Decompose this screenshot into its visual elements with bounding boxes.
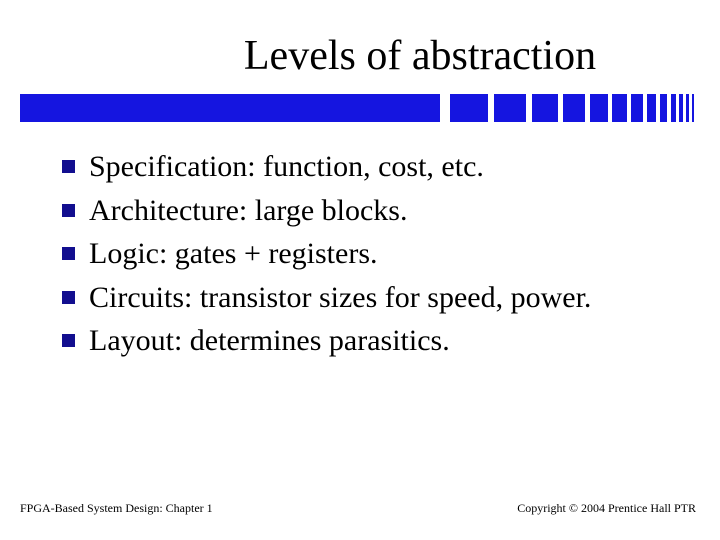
bullet-square-icon [62, 247, 75, 260]
footer-right: Copyright © 2004 Prentice Hall PTR [517, 501, 696, 516]
list-item: Logic: gates + registers. [62, 235, 682, 273]
list-item: Architecture: large blocks. [62, 192, 682, 230]
bullet-text: Logic: gates + registers. [89, 235, 378, 273]
bullet-square-icon [62, 334, 75, 347]
divider-block [450, 94, 488, 122]
slide: Levels of abstraction Specification: fun… [0, 0, 720, 540]
bullet-text: Architecture: large blocks. [89, 192, 408, 230]
bullet-list: Specification: function, cost, etc. Archi… [62, 148, 682, 366]
divider-block [20, 94, 440, 122]
divider-block [494, 94, 526, 122]
divider-block [631, 94, 643, 122]
divider-block [532, 94, 558, 122]
divider-block [612, 94, 627, 122]
divider-block [590, 94, 608, 122]
bullet-text: Circuits: transistor sizes for speed, po… [89, 279, 591, 317]
list-item: Specification: function, cost, etc. [62, 148, 682, 186]
list-item: Circuits: transistor sizes for speed, po… [62, 279, 682, 317]
bullet-square-icon [62, 204, 75, 217]
bullet-text: Layout: determines parasitics. [89, 322, 450, 360]
bullet-square-icon [62, 291, 75, 304]
footer-left: FPGA-Based System Design: Chapter 1 [20, 501, 213, 516]
bullet-square-icon [62, 160, 75, 173]
divider-block [660, 94, 667, 122]
divider-block [563, 94, 585, 122]
slide-title: Levels of abstraction [0, 32, 720, 80]
divider-block [692, 94, 694, 122]
list-item: Layout: determines parasitics. [62, 322, 682, 360]
divider-block [440, 94, 450, 122]
bullet-text: Specification: function, cost, etc. [89, 148, 484, 186]
divider-block [647, 94, 656, 122]
title-divider [20, 94, 700, 122]
